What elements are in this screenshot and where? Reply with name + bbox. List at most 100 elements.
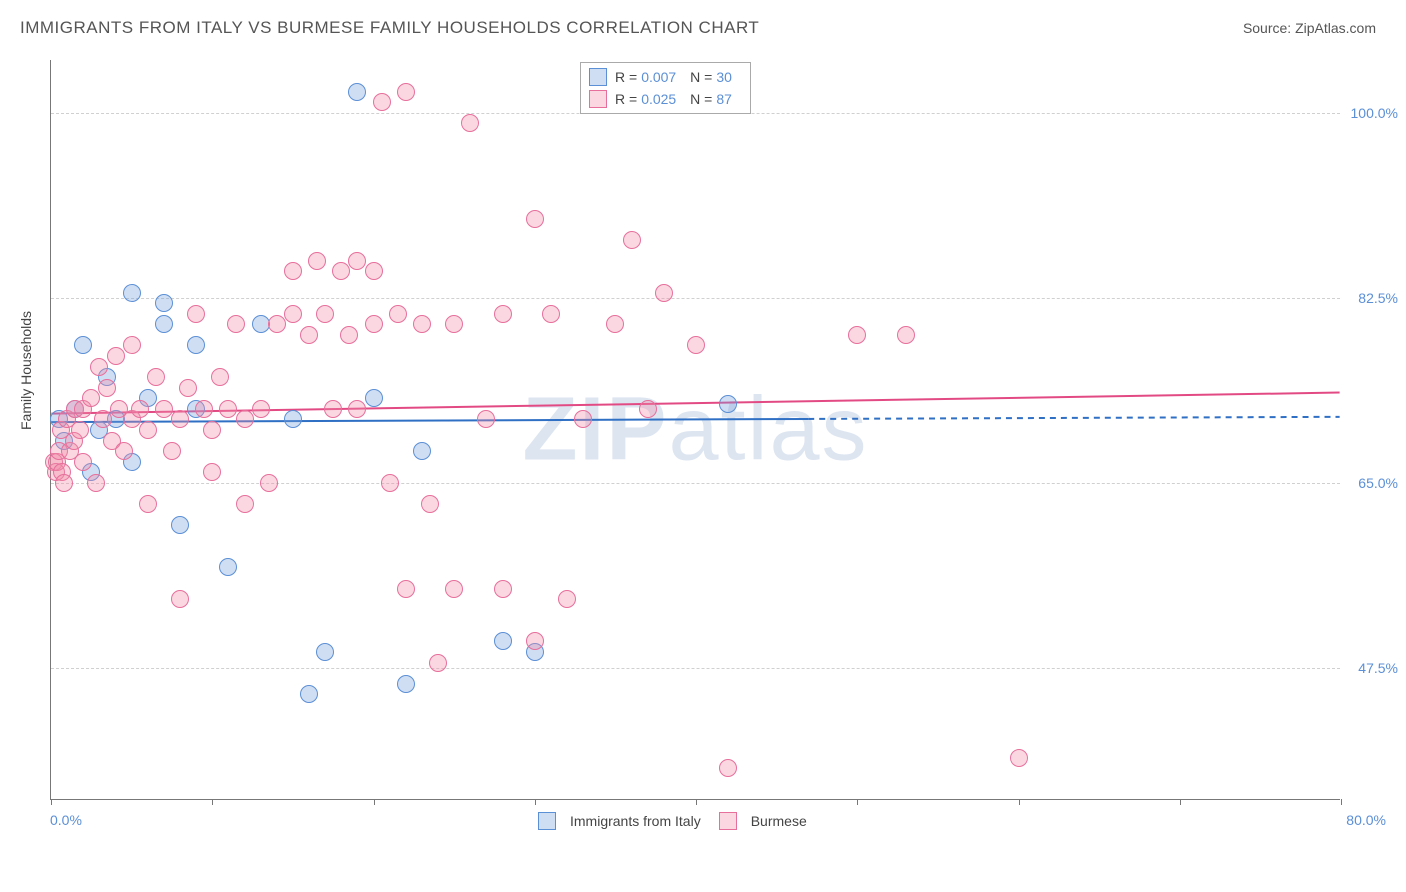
watermark-light: atlas (668, 379, 868, 479)
scatter-point (71, 421, 89, 439)
scatter-point (155, 400, 173, 418)
scatter-point (308, 252, 326, 270)
scatter-point (606, 315, 624, 333)
scatter-point (897, 326, 915, 344)
scatter-point (413, 315, 431, 333)
scatter-point (445, 315, 463, 333)
scatter-point (219, 558, 237, 576)
scatter-point (542, 305, 560, 323)
legend-n-label: N = (686, 69, 712, 85)
plot-area: ZIPatlas 47.5%65.0%82.5%100.0% (50, 60, 1340, 800)
watermark: ZIPatlas (522, 378, 868, 481)
scatter-point (155, 315, 173, 333)
scatter-point (171, 590, 189, 608)
scatter-point (348, 83, 366, 101)
scatter-point (268, 315, 286, 333)
scatter-point (90, 358, 108, 376)
scatter-point (558, 590, 576, 608)
legend-n-value: 30 (716, 69, 732, 85)
scatter-point (324, 400, 342, 418)
scatter-point (1010, 749, 1028, 767)
scatter-point (365, 315, 383, 333)
scatter-point (445, 580, 463, 598)
scatter-point (461, 114, 479, 132)
scatter-point (300, 326, 318, 344)
scatter-point (719, 759, 737, 777)
scatter-point (284, 262, 302, 280)
legend-swatch (589, 68, 607, 86)
scatter-point (340, 326, 358, 344)
scatter-point (87, 474, 105, 492)
gridline (51, 298, 1340, 299)
scatter-point (131, 400, 149, 418)
scatter-point (203, 463, 221, 481)
x-tick (1341, 799, 1342, 805)
legend-row: R = 0.007 N = 30 (589, 66, 742, 88)
scatter-point (187, 336, 205, 354)
scatter-point (348, 400, 366, 418)
legend-r-value: 0.007 (641, 69, 676, 85)
scatter-point (429, 654, 447, 672)
y-tick-label: 100.0% (1343, 105, 1398, 121)
scatter-point (365, 389, 383, 407)
x-tick (1019, 799, 1020, 805)
scatter-point (848, 326, 866, 344)
scatter-point (373, 93, 391, 111)
scatter-point (284, 305, 302, 323)
scatter-point (94, 410, 112, 428)
trend-line (51, 419, 808, 422)
gridline (51, 483, 1340, 484)
scatter-point (236, 495, 254, 513)
trend-line-dashed (808, 417, 1339, 419)
x-tick (51, 799, 52, 805)
scatter-point (260, 474, 278, 492)
legend-r-label: R = (615, 91, 637, 107)
x-tick (696, 799, 697, 805)
scatter-point (139, 495, 157, 513)
legend-r-label: R = (615, 69, 637, 85)
scatter-point (348, 252, 366, 270)
scatter-point (211, 368, 229, 386)
scatter-point (421, 495, 439, 513)
scatter-point (687, 336, 705, 354)
scatter-point (219, 400, 237, 418)
x-axis-max-label: 80.0% (1346, 812, 1386, 828)
x-tick (857, 799, 858, 805)
legend-series: Immigrants from Italy Burmese (520, 812, 807, 830)
legend-swatch (719, 812, 737, 830)
scatter-point (147, 368, 165, 386)
scatter-point (284, 410, 302, 428)
scatter-point (163, 442, 181, 460)
scatter-point (98, 379, 116, 397)
scatter-point (397, 83, 415, 101)
scatter-point (316, 643, 334, 661)
scatter-point (623, 231, 641, 249)
scatter-point (494, 632, 512, 650)
legend-row: R = 0.025 N = 87 (589, 88, 742, 110)
gridline (51, 668, 1340, 669)
scatter-point (526, 210, 544, 228)
trend-lines-layer (51, 60, 1340, 799)
legend-series-label: Immigrants from Italy (570, 813, 701, 829)
scatter-point (494, 305, 512, 323)
scatter-point (300, 685, 318, 703)
x-tick (535, 799, 536, 805)
scatter-point (413, 442, 431, 460)
scatter-point (171, 516, 189, 534)
legend-series-label: Burmese (751, 813, 807, 829)
x-tick (374, 799, 375, 805)
scatter-point (203, 421, 221, 439)
scatter-point (74, 336, 92, 354)
scatter-point (655, 284, 673, 302)
legend-n-label: N = (686, 91, 712, 107)
scatter-point (139, 421, 157, 439)
scatter-point (381, 474, 399, 492)
source-attribution: Source: ZipAtlas.com (1243, 20, 1376, 36)
scatter-point (74, 453, 92, 471)
scatter-point (389, 305, 407, 323)
scatter-point (477, 410, 495, 428)
scatter-point (494, 580, 512, 598)
x-axis-min-label: 0.0% (50, 812, 82, 828)
scatter-point (115, 442, 133, 460)
legend-n-value: 87 (716, 91, 732, 107)
